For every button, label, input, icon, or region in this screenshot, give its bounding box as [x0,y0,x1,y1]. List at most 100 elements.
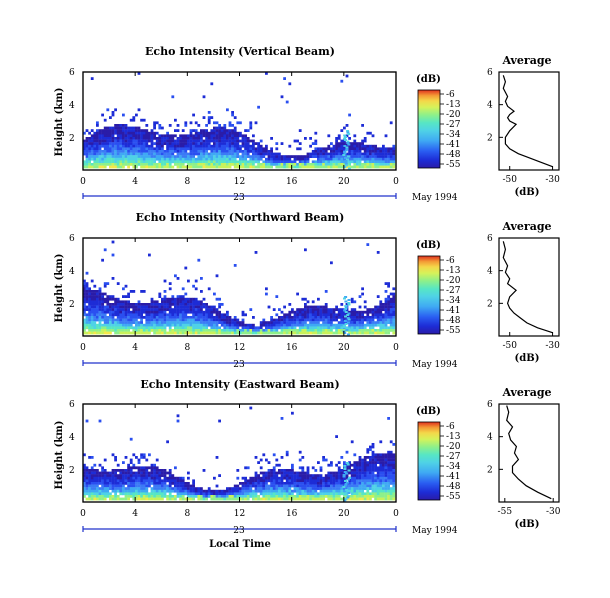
profile-xlabel: (dB) [515,187,540,198]
profile-y-tick-label: 6 [487,400,493,410]
profile-title: Average [501,220,551,233]
colorbar-ticks: -6-13-20-27-34-41-48-55 [440,90,461,170]
colorbar [417,421,441,501]
profile-y-tick-label: 2 [487,299,493,309]
profile-x-tick-label: -30 [546,507,561,517]
colorbar-tick-label: -13 [446,266,461,276]
panel-title: Echo Intensity (Northward Beam) [136,211,345,224]
y-tick-label: 2 [69,300,75,310]
colorbar-tick-label: -13 [446,100,461,110]
y-tick-label: 4 [69,267,75,277]
profile-title: Average [501,54,551,67]
x-tick-label: 20 [338,177,350,187]
profile-xlabel: (dB) [515,353,540,364]
x-ticks: 0 4 8 12 16 20 0 [80,404,399,519]
y-tick-label: 2 [69,466,75,476]
profile-x-tick-label: -30 [545,341,560,351]
colorbar [417,89,441,169]
colorbar-tick-label: -55 [446,326,461,336]
day-label: 23 [233,526,245,536]
x-tick-label: 4 [132,177,138,187]
x-tick-label: 16 [286,509,298,519]
profile-y-tick-label: 4 [487,433,493,443]
colorbar-tick-label: -34 [446,296,461,306]
colorbar [417,255,441,335]
y-tick-label: 4 [69,101,75,111]
colorbar-label: (dB) [416,406,441,417]
date-axis [82,193,397,199]
x-tick-label: 20 [338,343,350,353]
y-axis-label: Height (km) [54,421,65,490]
profile-line [506,405,552,500]
profile-x-tick-label: -50 [502,341,517,351]
colorbar-label: (dB) [416,74,441,85]
panel-northward-beam: Echo Intensity (Northward Beam) Height (… [54,211,560,370]
y-tick-label: 6 [69,234,75,244]
y-tick-label: 4 [69,433,75,443]
x-tick-label: 8 [184,509,190,519]
panel-title: Echo Intensity (Vertical Beam) [145,45,335,58]
x-tick-label: 0 [80,343,86,353]
x-tick-label: 4 [132,343,138,353]
x-tick-label: 12 [234,509,245,519]
date-axis [82,526,397,532]
profile-x-tick-label: -50 [502,175,517,185]
colorbar-tick-label: -48 [446,316,461,326]
heatmap-plot [82,237,397,337]
colorbar-ticks: -6-13-20-27-34-41-48-55 [440,422,461,502]
colorbar-tick-label: -6 [446,90,455,100]
profile-y-tick-label: 2 [487,133,493,143]
profile-x-tick-label: -30 [545,175,560,185]
x-ticks: 0 4 8 12 16 20 0 [80,238,399,353]
date-axis [82,360,397,366]
colorbar-tick-label: -48 [446,150,461,160]
x-tick-label: 4 [132,509,138,519]
colorbar-tick-label: -27 [446,452,461,462]
heatmap-cells [83,240,396,336]
colorbar-tick-label: -55 [446,160,461,170]
y-axis-label: Height (km) [54,88,65,157]
profile-frame [498,71,560,171]
profile-xlabel: (dB) [515,519,540,530]
colorbar-tick-label: -27 [446,120,461,130]
average-profile: 2 4 6 -50 -30 [487,234,560,351]
profile-line [502,241,553,334]
profile-y-tick-label: 4 [487,101,493,111]
heatmap-cells [83,72,396,170]
colorbar-tick-label: -55 [446,492,461,502]
x-tick-label: 0 [80,177,86,187]
profile-line [502,75,553,168]
colorbar-tick-label: -13 [446,432,461,442]
colorbar-ticks: -6-13-20-27-34-41-48-55 [440,256,461,336]
profile-y-tick-label: 4 [487,267,493,277]
x-tick-label: 16 [286,177,298,187]
y-axis-label: Height (km) [54,254,65,323]
panel-vertical-beam: Echo Intensity (Vertical Beam) Height (k… [54,45,560,203]
profile-y-tick-label: 6 [487,68,493,78]
colorbar-tick-label: -20 [446,110,461,120]
colorbar-tick-label: -27 [446,286,461,296]
colorbar-tick-label: -41 [446,140,461,150]
colorbar-label: (dB) [416,240,441,251]
date-label: May 1994 [412,360,458,370]
heatmap-plot [82,403,397,503]
colorbar-tick-label: -41 [446,306,461,316]
date-label: May 1994 [412,193,458,203]
profile-title: Average [501,386,551,399]
colorbar-tick-label: -20 [446,276,461,286]
x-ticks: 0 4 8 12 16 20 0 [80,72,399,187]
profile-y-tick-label: 2 [487,465,493,475]
colorbar-tick-label: -6 [446,422,455,432]
x-tick-label: 0 [393,343,399,353]
profile-x-tick-label: -55 [498,507,513,517]
x-tick-label: 20 [338,509,350,519]
colorbar-tick-label: -34 [446,462,461,472]
colorbar-tick-label: -48 [446,482,461,492]
y-tick-label: 6 [69,400,75,410]
x-tick-label: 0 [80,509,86,519]
y-tick-label: 6 [69,68,75,78]
day-label: 23 [233,360,245,370]
x-tick-label: 8 [184,177,190,187]
x-tick-label: 16 [286,343,298,353]
